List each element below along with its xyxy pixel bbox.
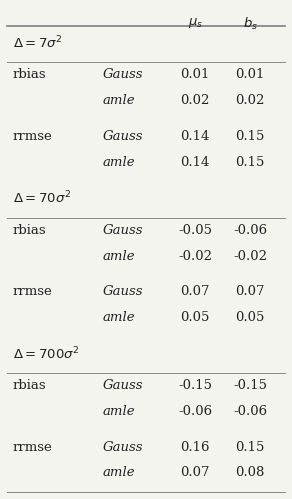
Text: 0.05: 0.05 xyxy=(235,311,265,324)
Text: $\Delta = 700\sigma^2$: $\Delta = 700\sigma^2$ xyxy=(13,345,79,362)
Text: -0.06: -0.06 xyxy=(233,224,267,237)
Text: rrmse: rrmse xyxy=(13,285,53,298)
Text: 0.14: 0.14 xyxy=(180,156,210,169)
Text: Gauss: Gauss xyxy=(102,379,143,392)
Text: 0.16: 0.16 xyxy=(180,441,210,454)
Text: Gauss: Gauss xyxy=(102,130,143,143)
Text: 0.02: 0.02 xyxy=(235,94,265,107)
Text: $\Delta = 7\sigma^2$: $\Delta = 7\sigma^2$ xyxy=(13,34,62,51)
Text: -0.02: -0.02 xyxy=(233,250,267,262)
Text: amle: amle xyxy=(102,156,135,169)
Text: -0.02: -0.02 xyxy=(178,250,212,262)
Text: 0.15: 0.15 xyxy=(235,441,265,454)
Text: amle: amle xyxy=(102,94,135,107)
Text: 0.07: 0.07 xyxy=(235,285,265,298)
Text: 0.01: 0.01 xyxy=(180,68,210,81)
Text: 0.05: 0.05 xyxy=(180,311,210,324)
Text: Gauss: Gauss xyxy=(102,224,143,237)
Text: rbias: rbias xyxy=(13,68,47,81)
Text: amle: amle xyxy=(102,405,135,418)
Text: 0.14: 0.14 xyxy=(180,130,210,143)
Text: rrmse: rrmse xyxy=(13,130,53,143)
Text: 0.07: 0.07 xyxy=(180,467,210,480)
Text: 0.02: 0.02 xyxy=(180,94,210,107)
Text: amle: amle xyxy=(102,467,135,480)
Text: rbias: rbias xyxy=(13,224,47,237)
Text: -0.06: -0.06 xyxy=(233,405,267,418)
Text: -0.05: -0.05 xyxy=(178,224,212,237)
Text: rrmse: rrmse xyxy=(13,441,53,454)
Text: 0.01: 0.01 xyxy=(235,68,265,81)
Text: -0.15: -0.15 xyxy=(233,379,267,392)
Text: 0.15: 0.15 xyxy=(235,156,265,169)
Text: 0.08: 0.08 xyxy=(235,467,265,480)
Text: -0.06: -0.06 xyxy=(178,405,212,418)
Text: rbias: rbias xyxy=(13,379,47,392)
Text: amle: amle xyxy=(102,250,135,262)
Text: 0.15: 0.15 xyxy=(235,130,265,143)
Text: -0.15: -0.15 xyxy=(178,379,212,392)
Text: Gauss: Gauss xyxy=(102,68,143,81)
Text: $b_s$: $b_s$ xyxy=(243,16,258,32)
Text: 0.07: 0.07 xyxy=(180,285,210,298)
Text: Gauss: Gauss xyxy=(102,285,143,298)
Text: $\Delta = 70\sigma^2$: $\Delta = 70\sigma^2$ xyxy=(13,190,71,207)
Text: $\mu_s$: $\mu_s$ xyxy=(187,16,203,30)
Text: Gauss: Gauss xyxy=(102,441,143,454)
Text: amle: amle xyxy=(102,311,135,324)
